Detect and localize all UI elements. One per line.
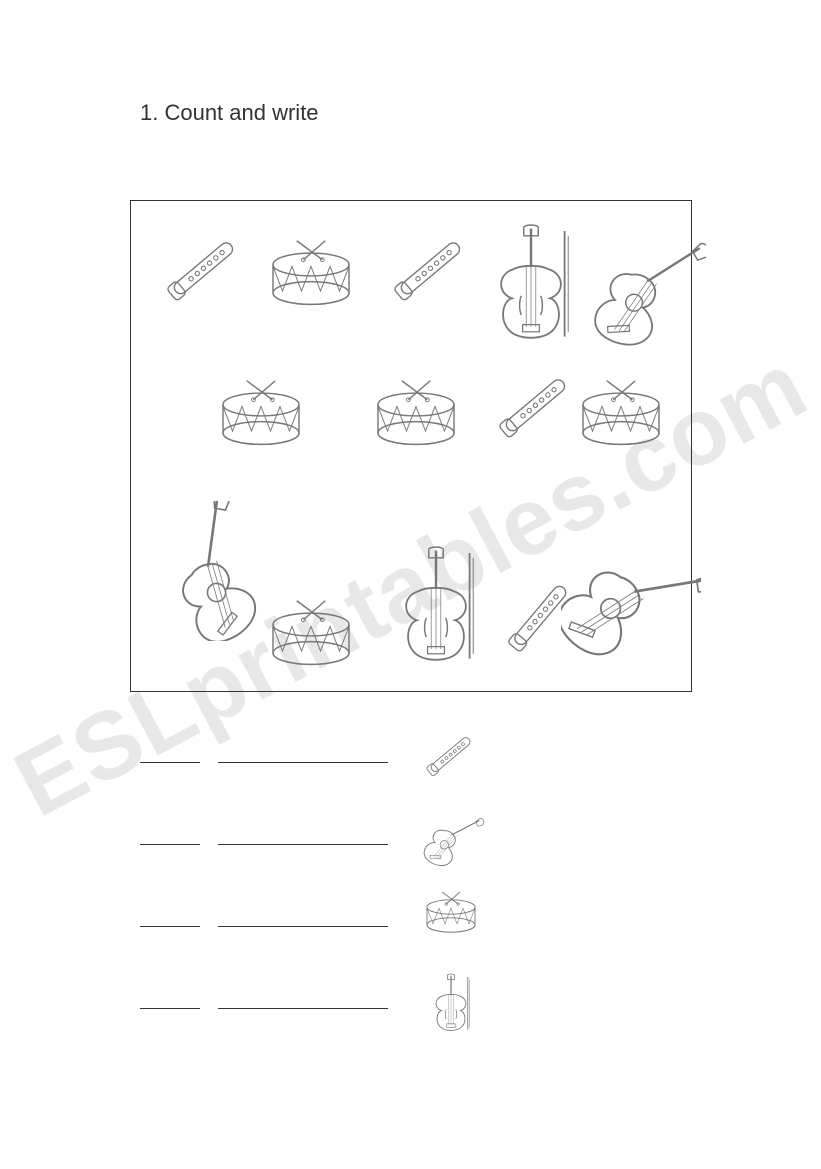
drum-icon [251, 236, 371, 331]
violin-icon [406, 971, 506, 1031]
recorder-icon [159, 219, 249, 319]
recorder-icon [386, 219, 476, 319]
drum-icon [406, 889, 506, 949]
drum-icon [561, 376, 681, 471]
drum-icon [201, 376, 321, 471]
count-blank[interactable] [140, 830, 200, 845]
instruction-title: 1. Count and write [140, 100, 319, 126]
guitar-icon [406, 807, 506, 867]
word-blank[interactable] [218, 994, 388, 1009]
word-blank[interactable] [218, 748, 388, 763]
answer-row [140, 971, 700, 1031]
word-blank[interactable] [218, 912, 388, 927]
count-blank[interactable] [140, 994, 200, 1009]
word-blank[interactable] [218, 830, 388, 845]
violin-icon [471, 209, 591, 349]
worksheet-page: ESLprintables.com 1. Count and write [0, 0, 821, 1169]
answer-row [140, 807, 700, 867]
count-blank[interactable] [140, 748, 200, 763]
instrument-box [130, 200, 692, 692]
drum-icon [251, 596, 371, 691]
guitar-icon [586, 221, 706, 351]
count-blank[interactable] [140, 912, 200, 927]
drum-icon [356, 376, 476, 471]
violin-icon [376, 526, 496, 676]
guitar-icon [561, 521, 701, 671]
answer-row [140, 725, 700, 785]
answer-row [140, 889, 700, 949]
answers-section [140, 725, 700, 1053]
recorder-icon [406, 725, 506, 785]
